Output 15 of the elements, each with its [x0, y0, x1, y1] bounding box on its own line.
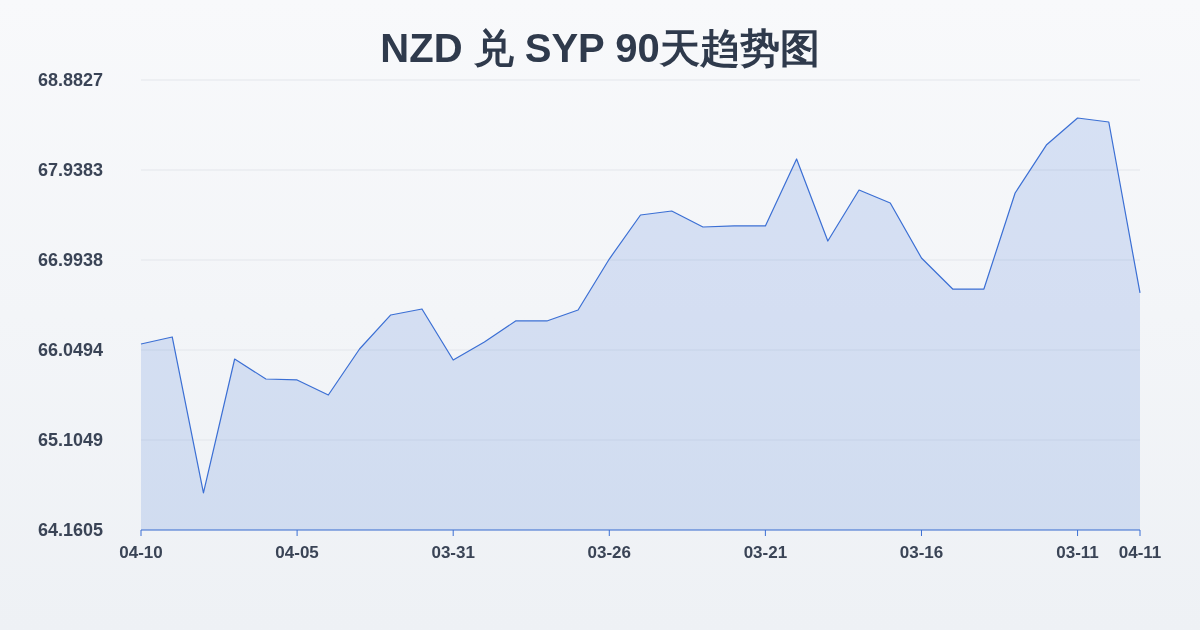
- x-tick-label: 03-16: [899, 543, 944, 562]
- x-tick-label: 03-31: [431, 543, 475, 562]
- y-tick-label: 66.9938: [38, 250, 104, 270]
- y-tick-label: 68.8827: [38, 70, 104, 90]
- x-tick-label: 03-11: [1056, 543, 1099, 562]
- x-tick-label: 04-05: [275, 543, 319, 562]
- x-tick-label: 04-11: [1118, 543, 1162, 562]
- y-tick-label: 65.1049: [38, 430, 104, 450]
- y-tick-label: 67.9383: [38, 160, 104, 180]
- x-tick-label: 04-10: [119, 543, 163, 562]
- chart-title: NZD 兑 SYP 90天趋势图: [380, 26, 820, 70]
- y-tick-label: 66.0494: [38, 340, 104, 360]
- x-tick-label: 03-26: [587, 543, 632, 562]
- x-tick-label: 03-21: [743, 543, 788, 562]
- y-tick-label: 64.1605: [38, 520, 104, 540]
